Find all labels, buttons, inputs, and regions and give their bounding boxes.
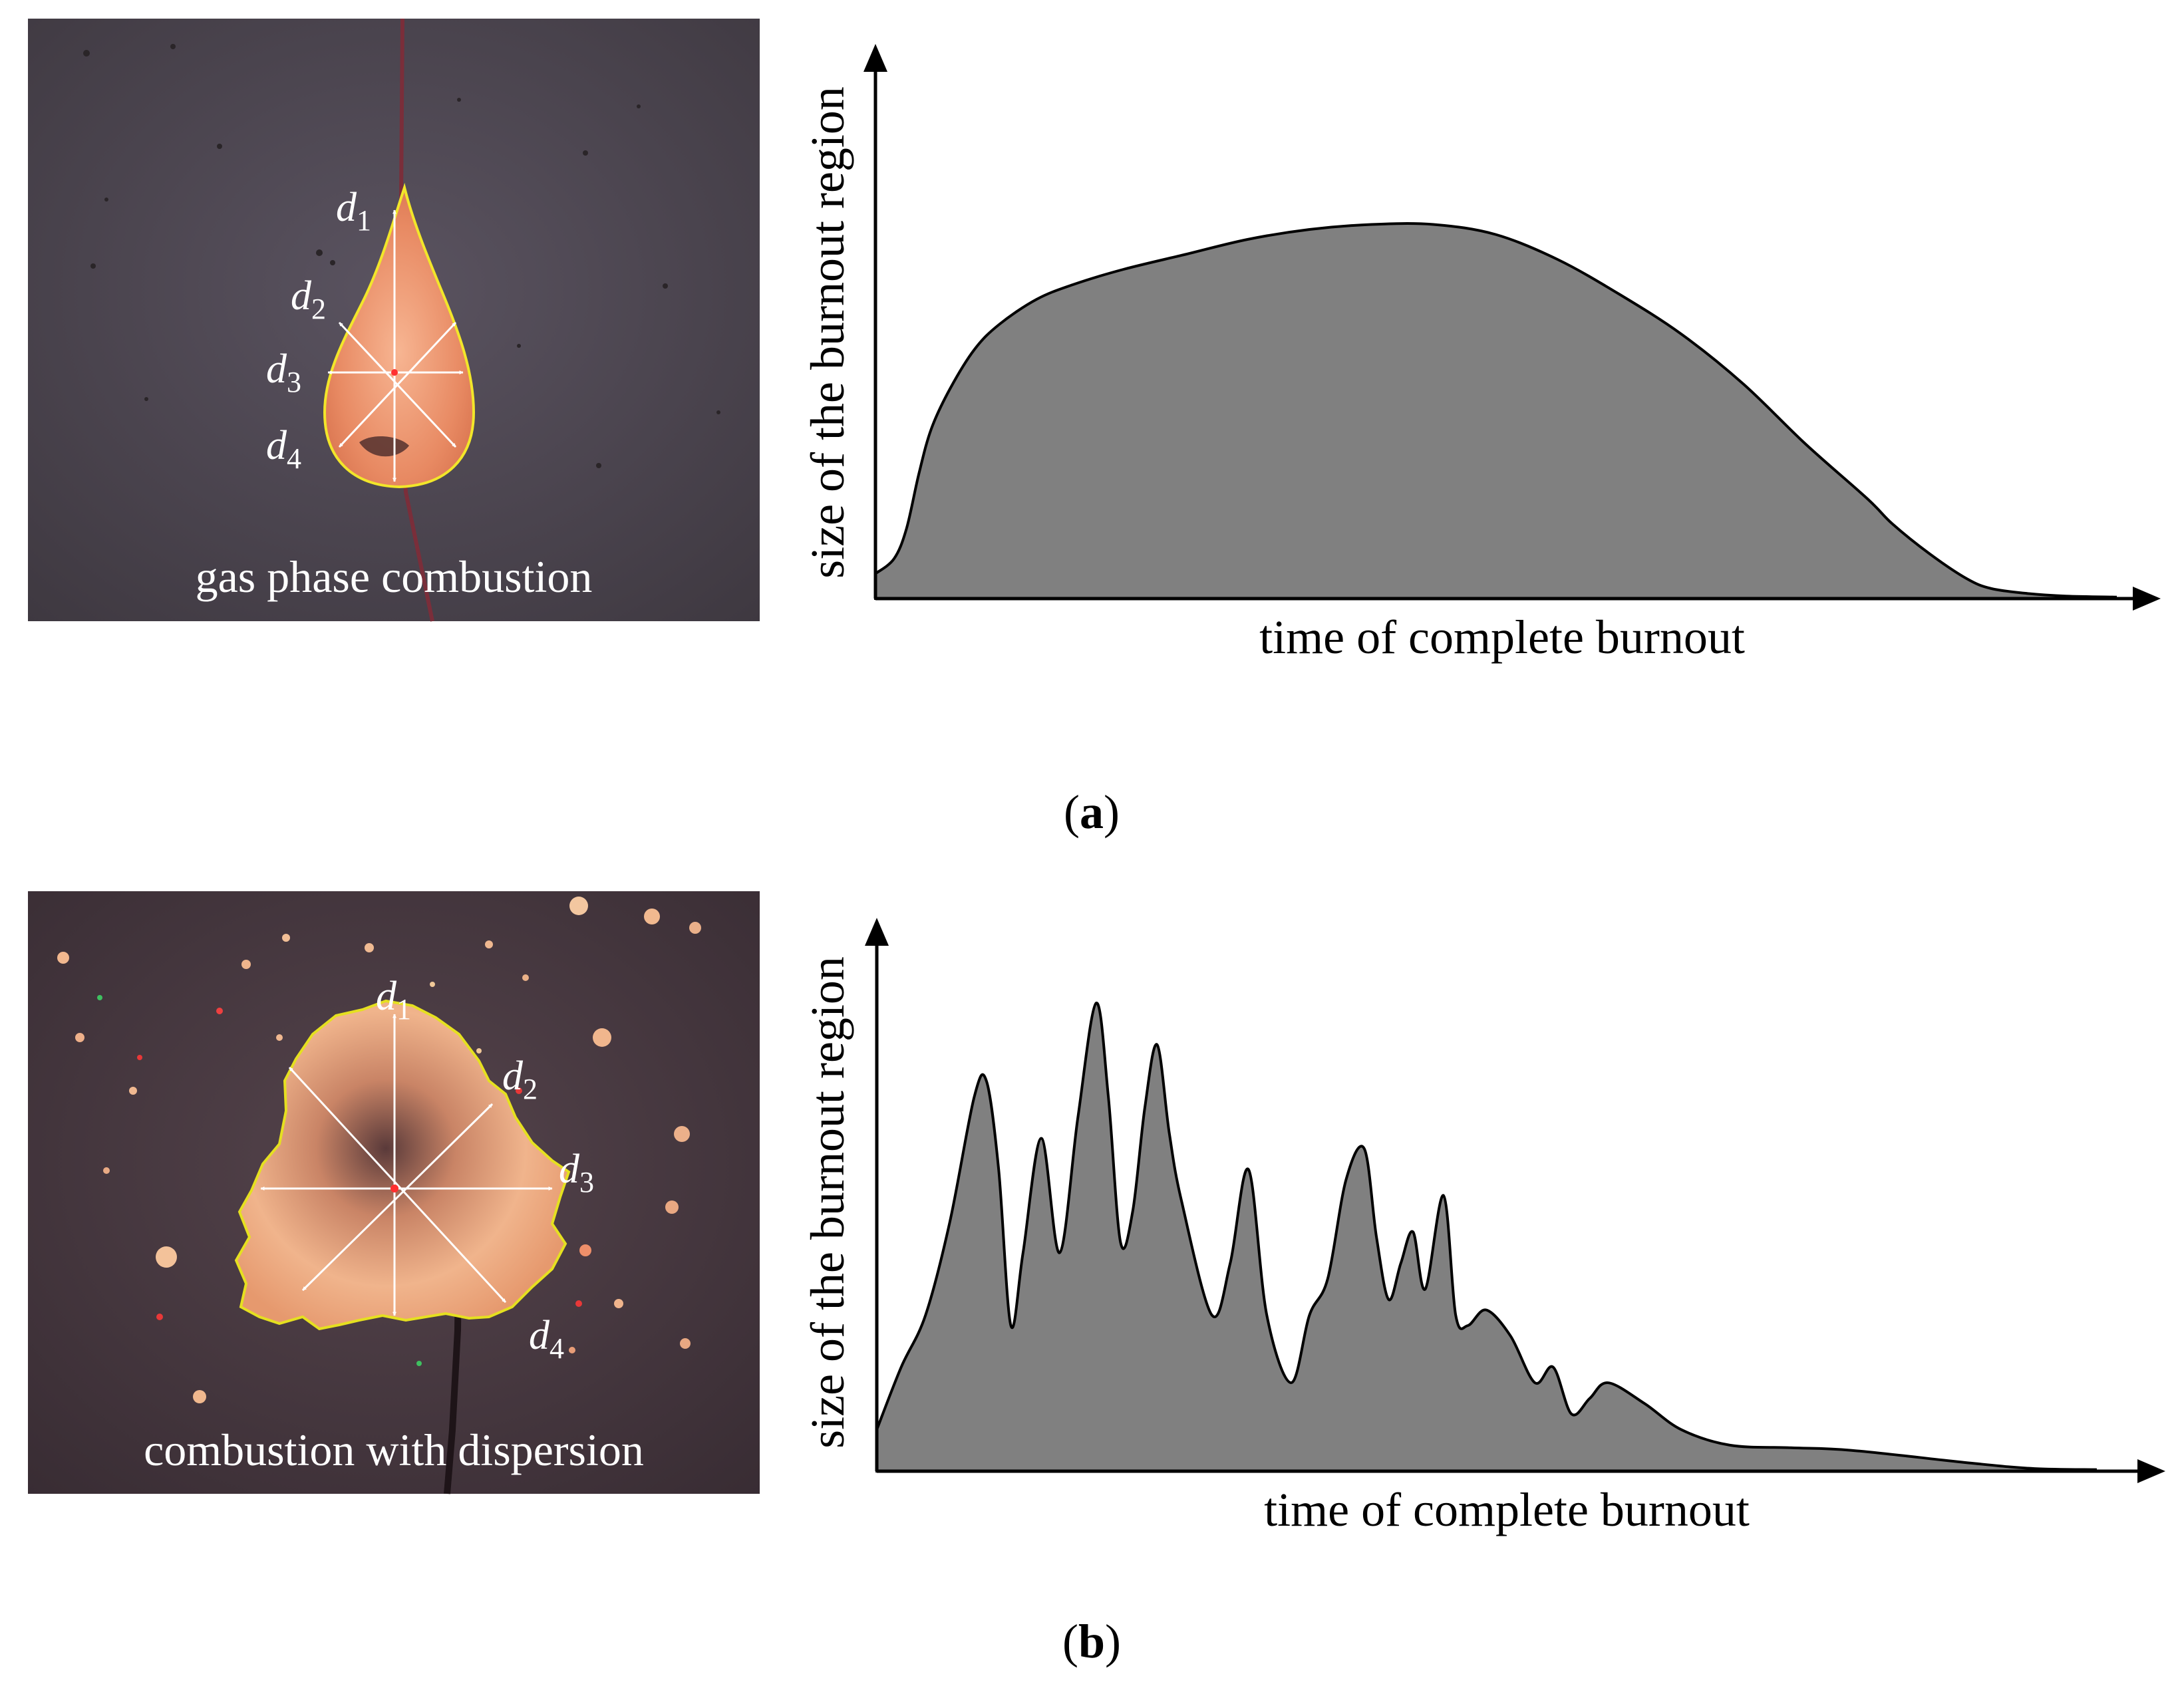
photo-a-label-d4: d4 <box>266 423 301 475</box>
chart-b-xlabel: time of complete burnout <box>1264 1483 1750 1536</box>
chart-a-xlabel: time of complete burnout <box>1259 611 1745 664</box>
photo-a: d1 d2 d3 d4 gas phase combustion <box>28 18 760 622</box>
photo-b-label-d1: d1 <box>376 974 411 1026</box>
photo-b-label-d3: d3 <box>559 1147 594 1198</box>
photo-b: d1 d2 d3 d4 combustion with dispersion <box>28 891 760 1494</box>
photo-a-center-dot <box>391 369 398 376</box>
chart-b-ylabel: size of the burnout region <box>801 956 854 1449</box>
photo-b-arrow-d4 <box>301 1103 494 1292</box>
photo-a-caption: gas phase combustion <box>196 551 593 602</box>
photo-b-caption: combustion with dispersion <box>144 1425 644 1475</box>
chart-b-y-arrowhead <box>865 918 889 946</box>
chart-a-ylabel: size of the burnout region <box>801 86 854 579</box>
photo-b-label-d4: d4 <box>529 1313 564 1365</box>
photo-b-diameter-arrows <box>260 1014 553 1316</box>
photo-a-arrow-d4 <box>338 321 457 448</box>
chart-a: size of the burnout region time of compl… <box>801 44 2161 664</box>
chart-b-x-arrowhead <box>2137 1459 2165 1483</box>
chart-a-area <box>874 222 2117 600</box>
photo-a-contour <box>323 182 476 489</box>
panel-b-label: (b) <box>1062 1615 1121 1668</box>
photo-a-specks <box>83 44 720 468</box>
photo-b-sparks <box>57 897 701 1403</box>
chart-b: size of the burnout region time of compl… <box>801 918 2165 1536</box>
photo-a-label-d2: d2 <box>291 273 326 325</box>
chart-a-y-arrowhead <box>863 44 887 72</box>
photo-a-label-d1: d1 <box>336 185 371 237</box>
photo-b-center-dot <box>390 1185 398 1193</box>
panel-a-label: (a) <box>1064 785 1120 839</box>
chart-b-area <box>875 1002 2097 1473</box>
photo-b-label-d2: d2 <box>502 1054 538 1105</box>
chart-a-x-arrowhead <box>2133 587 2161 611</box>
photo-a-diameter-arrows <box>327 210 464 482</box>
photo-a-label-d3: d3 <box>266 347 301 398</box>
